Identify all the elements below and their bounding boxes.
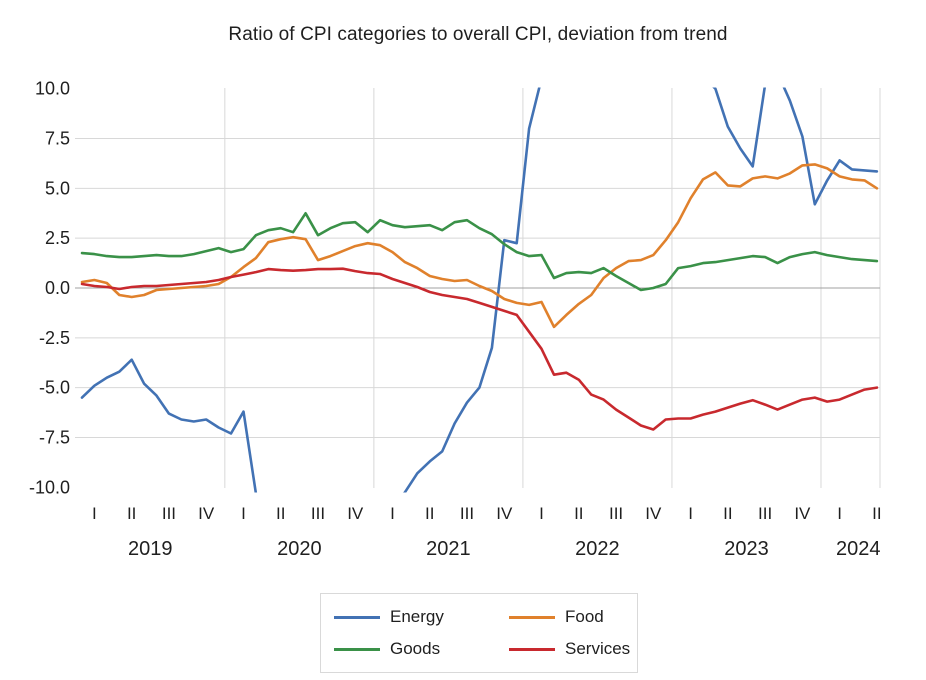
x-axis-quarter-label: I: [688, 504, 693, 523]
x-axis-year-label: 2019: [128, 538, 173, 560]
energy-line-swatch-icon: [334, 615, 380, 619]
goods-line-swatch-icon: [334, 647, 380, 651]
y-axis-tick-label: -2.5: [39, 328, 70, 348]
legend-item-energy[interactable]: Energy: [334, 607, 509, 627]
x-axis-year-label: 2024: [836, 538, 881, 560]
x-axis-quarter-label: III: [758, 504, 772, 523]
chart-title: Ratio of CPI categories to overall CPI, …: [228, 24, 728, 45]
x-axis-quarter-label: III: [609, 504, 623, 523]
y-axis-tick-label: 10.0: [35, 79, 70, 99]
x-axis-year-label: 2021: [426, 538, 471, 560]
x-axis-quarter-label: I: [241, 504, 246, 523]
goods-series-line: [80, 212, 879, 292]
x-axis-quarter-label: IV: [198, 504, 215, 523]
x-axis-year-label: 2023: [724, 538, 769, 560]
x-axis-quarter-label: II: [276, 504, 285, 523]
x-axis-quarter-label: III: [460, 504, 474, 523]
x-axis-year-label: 2020: [277, 538, 322, 560]
x-axis-quarter-label: II: [425, 504, 434, 523]
y-axis-tick-label: 7.5: [45, 129, 70, 149]
y-axis-tick-label: 2.5: [45, 228, 70, 248]
energy-series-line: [80, 87, 879, 493]
y-axis-tick-label: -7.5: [39, 427, 70, 447]
x-axis-quarter-label: IV: [645, 504, 662, 523]
legend-label-services: Services: [565, 639, 631, 658]
x-axis-quarter-label: II: [574, 504, 583, 523]
x-axis-quarter-label: I: [837, 504, 842, 523]
y-axis-tick-label: 0.0: [45, 278, 70, 298]
x-axis-quarter-label: I: [92, 504, 97, 523]
food-line-swatch-icon: [509, 615, 555, 619]
legend-item-services[interactable]: Services: [509, 639, 637, 659]
y-axis-tick-label: 5.0: [45, 178, 70, 198]
legend-label-goods: Goods: [390, 639, 441, 658]
services-series-line: [80, 267, 879, 431]
food-series-line: [80, 163, 879, 329]
legend-label-energy: Energy: [390, 607, 444, 626]
y-axis-tick-label: -10.0: [29, 477, 70, 497]
legend-item-goods[interactable]: Goods: [334, 639, 509, 659]
x-axis-quarter-label: III: [162, 504, 176, 523]
legend-label-food: Food: [565, 607, 604, 626]
x-axis-quarter-label: II: [723, 504, 732, 523]
x-axis-year-label: 2022: [575, 538, 620, 560]
legend-item-food[interactable]: Food: [509, 607, 637, 627]
x-axis-quarter-label: I: [539, 504, 544, 523]
services-line-swatch-icon: [509, 647, 555, 651]
x-axis-quarter-label: I: [390, 504, 395, 523]
legend: Energy Food Goods Services: [320, 593, 638, 673]
x-axis-quarter-label: IV: [496, 504, 513, 523]
x-axis-quarter-label: IV: [794, 504, 811, 523]
x-axis-quarter-label: IV: [347, 504, 364, 523]
x-axis-quarter-label: II: [872, 504, 881, 523]
x-axis-quarter-label: II: [127, 504, 136, 523]
y-axis-tick-label: -5.0: [39, 378, 70, 398]
x-axis-quarter-label: III: [311, 504, 325, 523]
